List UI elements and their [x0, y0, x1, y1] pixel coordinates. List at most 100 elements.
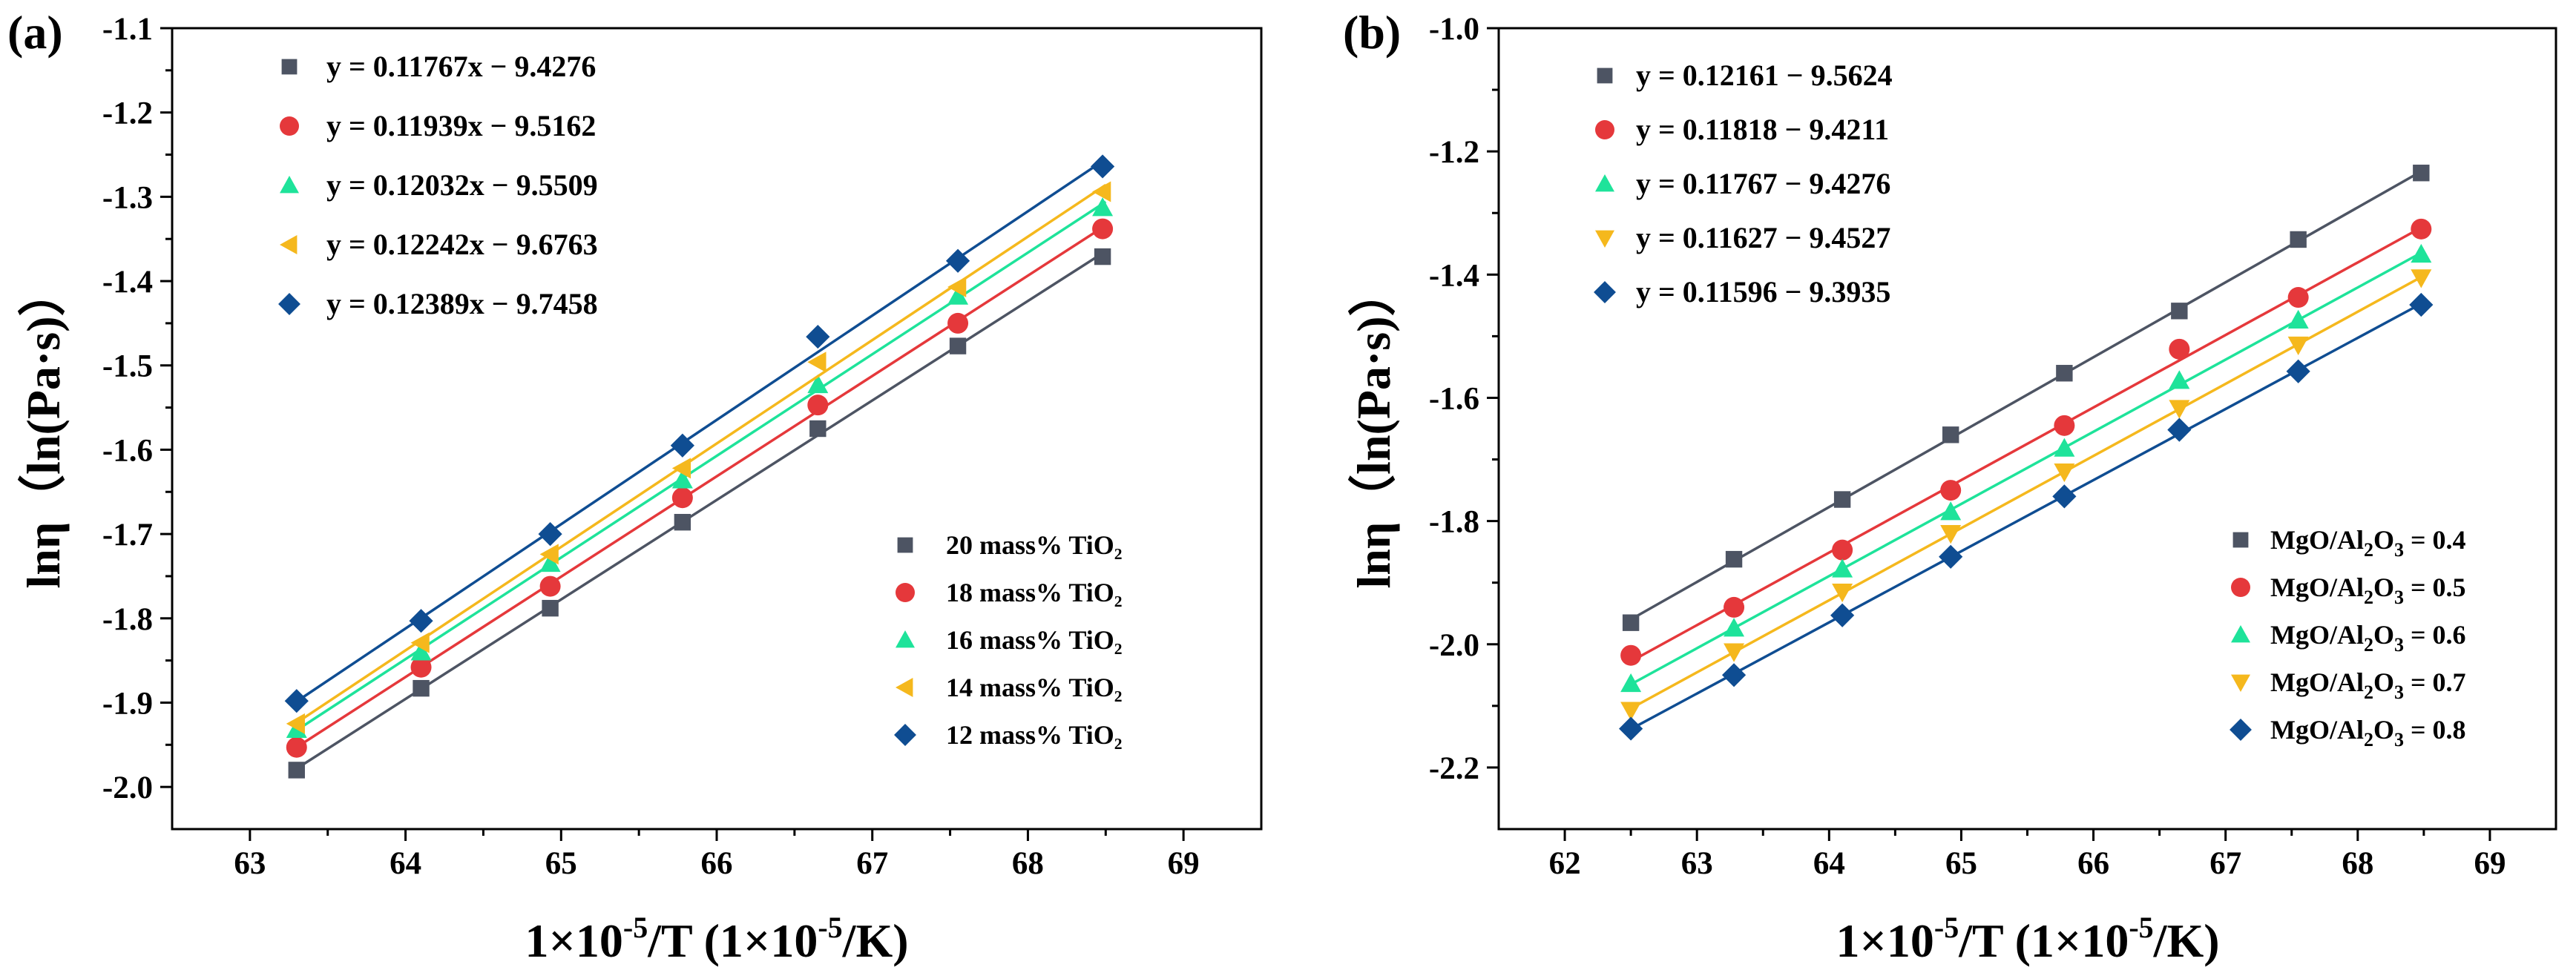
data-point	[1721, 663, 1747, 687]
legend-label-sub: 3	[2394, 682, 2404, 703]
data-point	[671, 487, 693, 509]
x-tick-label: 66	[701, 846, 733, 881]
data-point	[2290, 231, 2307, 248]
data-point	[807, 395, 829, 416]
legend-label-part: O	[2373, 620, 2394, 650]
data-point	[1094, 248, 1111, 265]
legend-label-part: MgO/Al	[2270, 525, 2364, 555]
legend-label-sub: 3	[2394, 634, 2404, 656]
legend-label-sub: 2	[2364, 587, 2373, 608]
data-point	[2169, 370, 2190, 389]
legend-marker	[896, 583, 915, 602]
legend-label: 20 mass% TiO₂	[946, 530, 1123, 560]
legend-marker	[896, 630, 915, 648]
y-tick-label: -1.8	[102, 602, 153, 637]
y-axis-title: lnη（ln(Pa·s)）	[17, 268, 70, 588]
legend-marker	[2231, 674, 2250, 692]
data-point	[674, 513, 691, 531]
legend-label-sub: 3	[2394, 729, 2404, 750]
data-point	[2169, 400, 2190, 419]
equation-label: y = 0.12161 − 9.5624	[1636, 59, 1893, 92]
legend-label-sub: 2	[2364, 729, 2373, 750]
data-point	[288, 762, 305, 779]
equation-marker	[1595, 230, 1614, 248]
legend-label: MgO/Al2O3 = 0.5	[2270, 573, 2466, 608]
plot-frame	[171, 27, 1263, 831]
data-point	[409, 609, 433, 633]
data-point	[2286, 359, 2310, 383]
x-tick-label: 65	[545, 846, 577, 881]
data-point	[1832, 583, 1853, 603]
equation-marker	[280, 116, 299, 136]
legend-label: MgO/Al2O3 = 0.8	[2270, 715, 2466, 750]
data-point	[286, 736, 307, 758]
equation-label: y = 0.11818 − 9.4211	[1636, 113, 1889, 146]
data-point	[945, 248, 970, 273]
legend-marker	[2231, 578, 2250, 597]
legend-marker	[2232, 532, 2249, 548]
x-axis-title-part: /K)	[2153, 914, 2220, 967]
equation-marker	[1595, 174, 1614, 192]
y-tick-label: -1.2	[1429, 135, 1479, 170]
legend-label-part: MgO/Al	[2270, 715, 2364, 745]
data-point	[806, 324, 830, 349]
data-point	[542, 599, 559, 617]
data-point	[671, 469, 693, 489]
data-point	[286, 713, 305, 734]
data-point	[1832, 539, 1853, 561]
y-tick-label: -1.2	[102, 96, 153, 131]
y-tick-label: -2.0	[1429, 628, 1479, 663]
fit-line	[1627, 274, 2425, 711]
legend-label-sub: 3	[2394, 587, 2404, 608]
x-axis-title-part: 1×10	[525, 914, 622, 967]
x-tick-label: 62	[1549, 846, 1581, 881]
x-tick-label: 63	[1681, 846, 1713, 881]
data-point	[947, 312, 969, 334]
series-2	[286, 218, 1114, 758]
series-4	[1620, 269, 2432, 721]
legend-label: MgO/Al2O3 = 0.7	[2270, 667, 2466, 703]
series-1	[288, 248, 1111, 779]
legend-label: 16 mass% TiO₂	[946, 625, 1123, 655]
legend-label-part: O	[2373, 667, 2394, 697]
y-tick-label: -2.0	[102, 771, 153, 805]
equation-marker	[278, 293, 300, 315]
x-axis-title-part: /K)	[842, 914, 909, 967]
equation-label: y = 0.11767 − 9.4276	[1636, 167, 1890, 200]
data-point	[1622, 614, 1640, 631]
data-point	[807, 352, 827, 373]
data-point	[1092, 197, 1114, 217]
data-point	[1620, 673, 1642, 693]
data-point	[2411, 269, 2432, 288]
data-point	[2411, 218, 2432, 240]
x-axis-title-sup: -5	[818, 911, 842, 944]
data-point	[947, 286, 969, 305]
data-point	[671, 458, 691, 479]
data-point	[1939, 544, 1963, 569]
fit-line	[292, 158, 1107, 705]
data-point	[539, 575, 561, 597]
legend-marker	[896, 678, 913, 697]
y-tick-label: -1.8	[1429, 505, 1479, 540]
data-point	[410, 641, 432, 661]
y-tick-label: -1.3	[102, 180, 153, 215]
series-3	[1620, 243, 2432, 693]
data-point	[809, 420, 827, 438]
series-5	[1619, 292, 2434, 741]
x-tick-label: 66	[2077, 846, 2109, 881]
data-point	[1830, 603, 1855, 627]
equation-marker	[1594, 281, 1616, 303]
panel-b: (b) 62 63 64 65 66 67 68 69 -2.2 -2.0 -1.8 -1.6 -1.4 -…	[1343, 6, 2557, 967]
data-point	[1942, 426, 1959, 443]
equation-marker	[1595, 120, 1614, 139]
data-point	[1833, 491, 1851, 508]
equation-label: y = 0.11767x − 9.4276	[326, 50, 596, 83]
y-tick-label: -1.6	[102, 433, 153, 468]
legend-label: MgO/Al2O3 = 0.6	[2270, 620, 2466, 656]
equation-label: y = 0.12389x − 9.7458	[326, 287, 598, 320]
x-tick-label: 64	[390, 846, 421, 881]
data-point	[1724, 643, 1745, 662]
data-point	[1090, 154, 1115, 179]
equation-marker	[280, 235, 298, 254]
series-1	[1622, 165, 2430, 631]
